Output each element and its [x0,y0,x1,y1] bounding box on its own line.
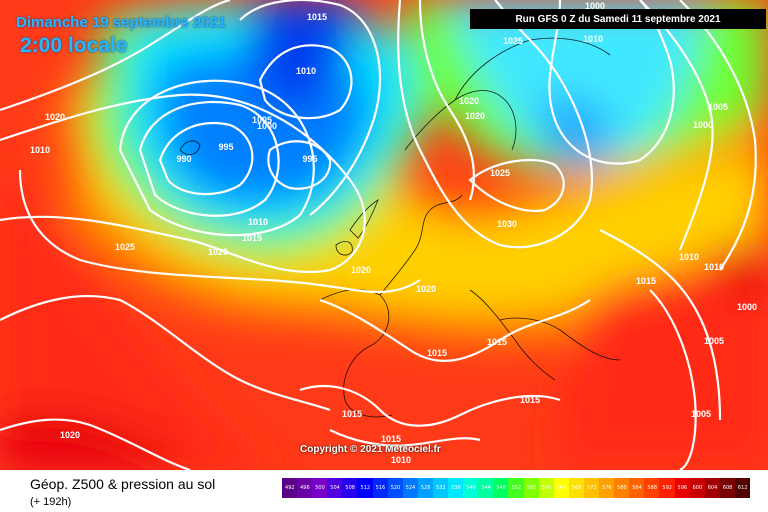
forecast-hour: (+ 192h) [30,496,72,508]
scale-cell: 556 [523,478,540,498]
scale-cell: 520 [387,478,404,498]
isobar-label: 1010 [583,34,603,44]
isobar-label: 1015 [381,434,401,444]
isobars [0,0,757,470]
scale-cell: 548 [493,478,509,498]
isobar-label: 1010 [30,145,50,155]
scale-cell: 496 [297,478,313,498]
scale-cell: 596 [674,478,691,498]
scale-cell: 532 [432,478,449,498]
scale-cell: 508 [342,478,358,498]
isobar-label: 1000 [737,302,757,312]
isobar-label: 1005 [691,409,711,419]
scale-cell: 544 [478,478,494,498]
isobar-label: 1010 [704,262,724,272]
forecast-time: 2:00 locale [20,34,128,57]
scale-cell: 540 [463,478,479,498]
isobar-label: 1030 [497,219,517,229]
scale-cell: 580 [614,478,630,498]
scale-cell: 572 [583,478,600,498]
isobar-label: 990 [176,154,191,164]
scale-cell: 512 [357,478,374,498]
isobar-label: 1015 [342,409,362,419]
scale-cell: 500 [312,478,328,498]
scale-cell: 504 [327,478,343,498]
scale-cell: 524 [402,478,419,498]
isobar-label: 1010 [391,455,411,465]
isobar-label: 1020 [465,111,485,121]
isobar-label: 1015 [520,395,540,405]
isobar-label: 1015 [487,337,507,347]
scale-cell: 564 [553,478,570,498]
isobar-label: 995 [302,154,317,164]
isobar-label: 1000 [693,120,713,130]
scale-cell: 552 [508,478,525,498]
isobar-label: 1020 [45,112,65,122]
scale-cell: 576 [599,478,615,498]
scale-cell: 492 [282,478,298,498]
isobar-label: 1005 [704,336,724,346]
isobar-label: 1015 [427,348,447,358]
scale-cell: 516 [372,478,389,498]
scale-cell: 536 [448,478,464,498]
isobar-label: 1010 [296,66,316,76]
scale-cell: 604 [704,478,721,498]
copyright-notice: Copyright © 2021 Meteociel.fr [300,444,441,455]
scale-cell: 568 [568,478,585,498]
color-scale: 492 496 500 504 508 512 516 520 524 528 532 536 540 5… [282,478,751,498]
legend-bar: Géop. Z500 & pression au sol (+ 192h) 49… [0,470,768,512]
isobar-label: 1025 [490,168,510,178]
geopotential-field [0,0,768,470]
isobar-label: 1010 [248,217,268,227]
scale-cell: 588 [644,478,660,498]
scale-cell: 600 [689,478,706,498]
isobar-label: 1020 [416,284,436,294]
isobar-label: 1010 [679,252,699,262]
forecast-date: Dimanche 19 septembre 2021 [16,14,227,31]
isobar-label: 1000 [585,1,605,11]
isobar-label: 1005 [708,102,728,112]
isobar-label: 1005 [252,115,272,125]
run-banner: Run GFS 0 Z du Samedi 11 septembre 2021 [470,9,766,29]
scale-cell: 612 [734,478,751,498]
isobar-label: 1025 [503,36,523,46]
isobar-label: 1025 [115,242,135,252]
scale-cell: 608 [719,478,736,498]
isobar-label: 1015 [636,276,656,286]
scale-cell: 584 [629,478,645,498]
isobar-label: 1015 [242,233,262,243]
isobar-label: 1020 [208,247,228,257]
isobar-label: 1020 [351,265,371,275]
scale-cell: 528 [417,478,434,498]
scale-cell: 592 [659,478,675,498]
isobar-label: 1015 [307,12,327,22]
isobar-label: 1020 [60,430,80,440]
scale-cell: 560 [538,478,555,498]
parameter-title: Géop. Z500 & pression au sol [30,476,216,492]
isobar-label: 1020 [459,96,479,106]
isobar-label: 1000 [257,121,277,131]
isobar-label: 995 [218,142,233,152]
